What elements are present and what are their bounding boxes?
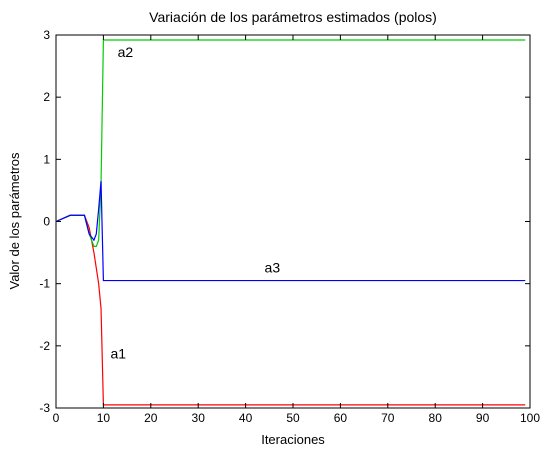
x-tick-label: 70 xyxy=(381,411,395,425)
y-tick-label: 2 xyxy=(43,90,50,104)
x-axis-label: Iteraciones xyxy=(261,432,325,447)
annotation-a1: a1 xyxy=(111,345,127,361)
x-tick-label: 80 xyxy=(429,411,443,425)
ticks-layer: 0 10 20 30 40 50 60 70 80 90 100 -3 -2 -1 0 1 2 3 xyxy=(39,28,540,425)
annotation-a2: a2 xyxy=(118,44,134,60)
annotation-a3: a3 xyxy=(265,259,281,275)
x-tick-label: 40 xyxy=(239,411,253,425)
x-tick-label: 0 xyxy=(53,411,60,425)
x-tick-label: 60 xyxy=(334,411,348,425)
y-tick-label: -3 xyxy=(39,401,50,415)
x-tick-label: 90 xyxy=(476,411,490,425)
x-tick-label: 50 xyxy=(286,411,300,425)
chart-title: Variación de los parámetros estimados (p… xyxy=(149,9,437,25)
x-tick-label: 100 xyxy=(520,411,540,425)
annotations-layer: a2 a3 a1 xyxy=(111,44,281,362)
plot-area xyxy=(55,34,531,409)
y-tick-label: 0 xyxy=(43,215,50,229)
y-axis-label: Valor de los parámetros xyxy=(7,152,22,290)
y-tick-label: -2 xyxy=(39,339,50,353)
x-tick-label: 20 xyxy=(144,411,158,425)
x-tick-label: 10 xyxy=(97,411,111,425)
y-tick-label: -1 xyxy=(39,277,50,291)
y-tick-label: 1 xyxy=(43,152,50,166)
x-tick-label: 30 xyxy=(192,411,206,425)
y-tick-label: 3 xyxy=(43,28,50,42)
series-line-a3 xyxy=(55,181,526,282)
